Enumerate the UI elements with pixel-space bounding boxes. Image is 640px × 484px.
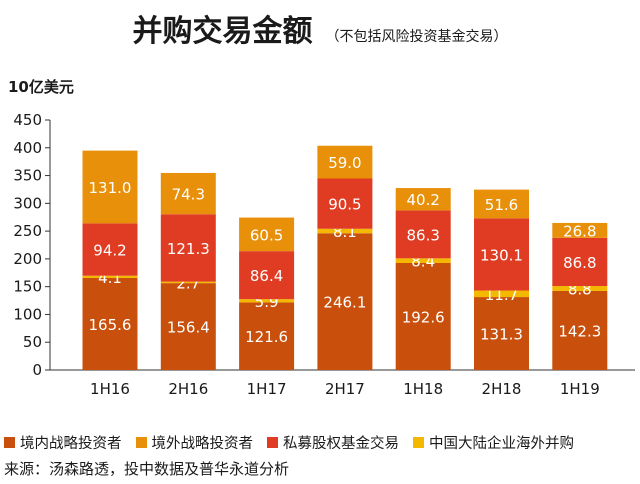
- data-label-domestic: 131.3: [480, 326, 523, 344]
- bar-segment-pe: [82, 223, 138, 276]
- bar-segment-pe: [160, 214, 216, 282]
- data-label-overseas: 59.0: [328, 154, 361, 172]
- data-label-overseas: 131.0: [89, 179, 132, 197]
- bar-segment-domestic: [395, 263, 451, 370]
- chart-subtitle: （不包括风险投资基金交易）: [325, 29, 508, 45]
- legend-label-overseas: 境外战略投资者: [151, 436, 254, 452]
- legend-label-pe: 私募股权基金交易: [283, 436, 399, 452]
- chart-title-row: 并购交易金额 （不包括风险投资基金交易）: [0, 6, 640, 50]
- bar-segment-pe: [552, 237, 608, 287]
- x-tick-label: 1H16: [90, 380, 130, 398]
- bar-segment-overseas: [82, 150, 138, 224]
- legend-swatch-pe: [267, 437, 278, 448]
- y-tick-label: 450: [13, 111, 42, 129]
- bar-segment-overseas: [395, 188, 451, 211]
- chart-title: 并购交易金额: [132, 14, 313, 49]
- x-tick-label: 1H19: [560, 380, 600, 398]
- data-label-pe: 86.4: [250, 267, 283, 285]
- bar-segment-overseas: [239, 217, 295, 252]
- x-tick-label: 1H17: [247, 380, 287, 398]
- x-tick-label: 2H17: [325, 380, 365, 398]
- bar-segment-domestic: [82, 278, 138, 370]
- bar-segment-domestic: [474, 297, 529, 370]
- data-label-domestic: 246.1: [323, 294, 366, 312]
- y-tick-label: 300: [13, 194, 42, 212]
- bar-segment-domestic: [552, 290, 608, 370]
- bar-segment-pe: [395, 210, 451, 259]
- y-tick-label: 250: [13, 222, 42, 240]
- bar-segment-china_outbound: [474, 290, 529, 298]
- source-note: 来源：汤森路透，投中数据及普华永道分析: [4, 460, 290, 478]
- bar-segment-domestic: [160, 283, 216, 370]
- data-label-pe: 90.5: [328, 196, 361, 214]
- data-label-pe: 121.3: [167, 240, 210, 258]
- data-label-domestic: 156.4: [167, 319, 210, 337]
- y-tick-label: 0: [32, 361, 42, 379]
- y-tick-label: 400: [13, 139, 42, 157]
- data-label-domestic: 165.6: [89, 316, 132, 334]
- bar-segment-china_outbound: [239, 299, 295, 303]
- bar-segment-china_outbound: [160, 281, 216, 284]
- data-label-overseas: 40.2: [406, 191, 439, 209]
- data-label-domestic: 142.3: [558, 322, 601, 340]
- bar-segment-overseas: [552, 222, 608, 238]
- data-label-domestic: 121.6: [245, 328, 288, 346]
- data-label-pe: 130.1: [480, 246, 523, 264]
- data-label-overseas: 51.6: [485, 196, 518, 214]
- legend-swatch-china-outbound: [413, 437, 424, 448]
- y-tick-label: 50: [23, 333, 42, 351]
- bar-segment-china_outbound: [82, 275, 138, 278]
- y-tick-label: 100: [13, 305, 42, 323]
- data-label-overseas: 74.3: [172, 186, 205, 204]
- y-tick-label: 200: [13, 250, 42, 268]
- x-tick-label: 2H18: [482, 380, 522, 398]
- y-tick-label: 150: [13, 278, 42, 296]
- y-axis-unit-label: 10亿美元: [8, 78, 74, 96]
- data-label-pe: 86.3: [406, 226, 439, 244]
- bar-segment-overseas: [160, 172, 216, 215]
- data-label-pe: 94.2: [93, 242, 126, 260]
- bar-segment-pe: [317, 178, 373, 229]
- x-tick-label: 1H18: [403, 380, 443, 398]
- bar-segment-domestic: [317, 233, 373, 370]
- legend-label-domestic: 境内战略投资者: [20, 436, 122, 452]
- data-label-overseas: 60.5: [250, 226, 283, 244]
- bar-segment-overseas: [317, 145, 373, 179]
- bar-segment-domestic: [239, 302, 295, 370]
- legend-item-domestic: 境内战略投资者: [4, 432, 122, 453]
- bar-segment-china_outbound: [552, 286, 608, 291]
- legend-item-china-outbound: 中国大陆企业海外并购: [413, 432, 574, 453]
- bar-segment-overseas: [474, 189, 529, 219]
- bar-segment-china_outbound: [317, 228, 373, 234]
- chart-legend: 境内战略投资者 境外战略投资者 私募股权基金交易 中国大陆企业海外并购: [4, 432, 640, 453]
- bar-segment-pe: [239, 251, 295, 300]
- legend-item-overseas: 境外战略投资者: [135, 432, 254, 453]
- legend-item-pe: 私募股权基金交易: [267, 432, 399, 453]
- legend-swatch-domestic: [4, 437, 15, 448]
- x-tick-label: 2H16: [168, 380, 208, 398]
- bar-segment-pe: [474, 218, 529, 291]
- legend-label-china-outbound: 中国大陆企业海外并购: [429, 436, 574, 452]
- stacked-bar-chart: 050100150200250300350400450165.64.194.21…: [13, 111, 635, 398]
- legend-swatch-overseas: [135, 437, 147, 448]
- bar-segment-china_outbound: [395, 258, 451, 263]
- y-tick-label: 350: [13, 167, 42, 185]
- data-label-overseas: 26.8: [563, 222, 596, 240]
- data-label-pe: 86.8: [563, 254, 596, 272]
- data-label-domestic: 192.6: [402, 309, 445, 327]
